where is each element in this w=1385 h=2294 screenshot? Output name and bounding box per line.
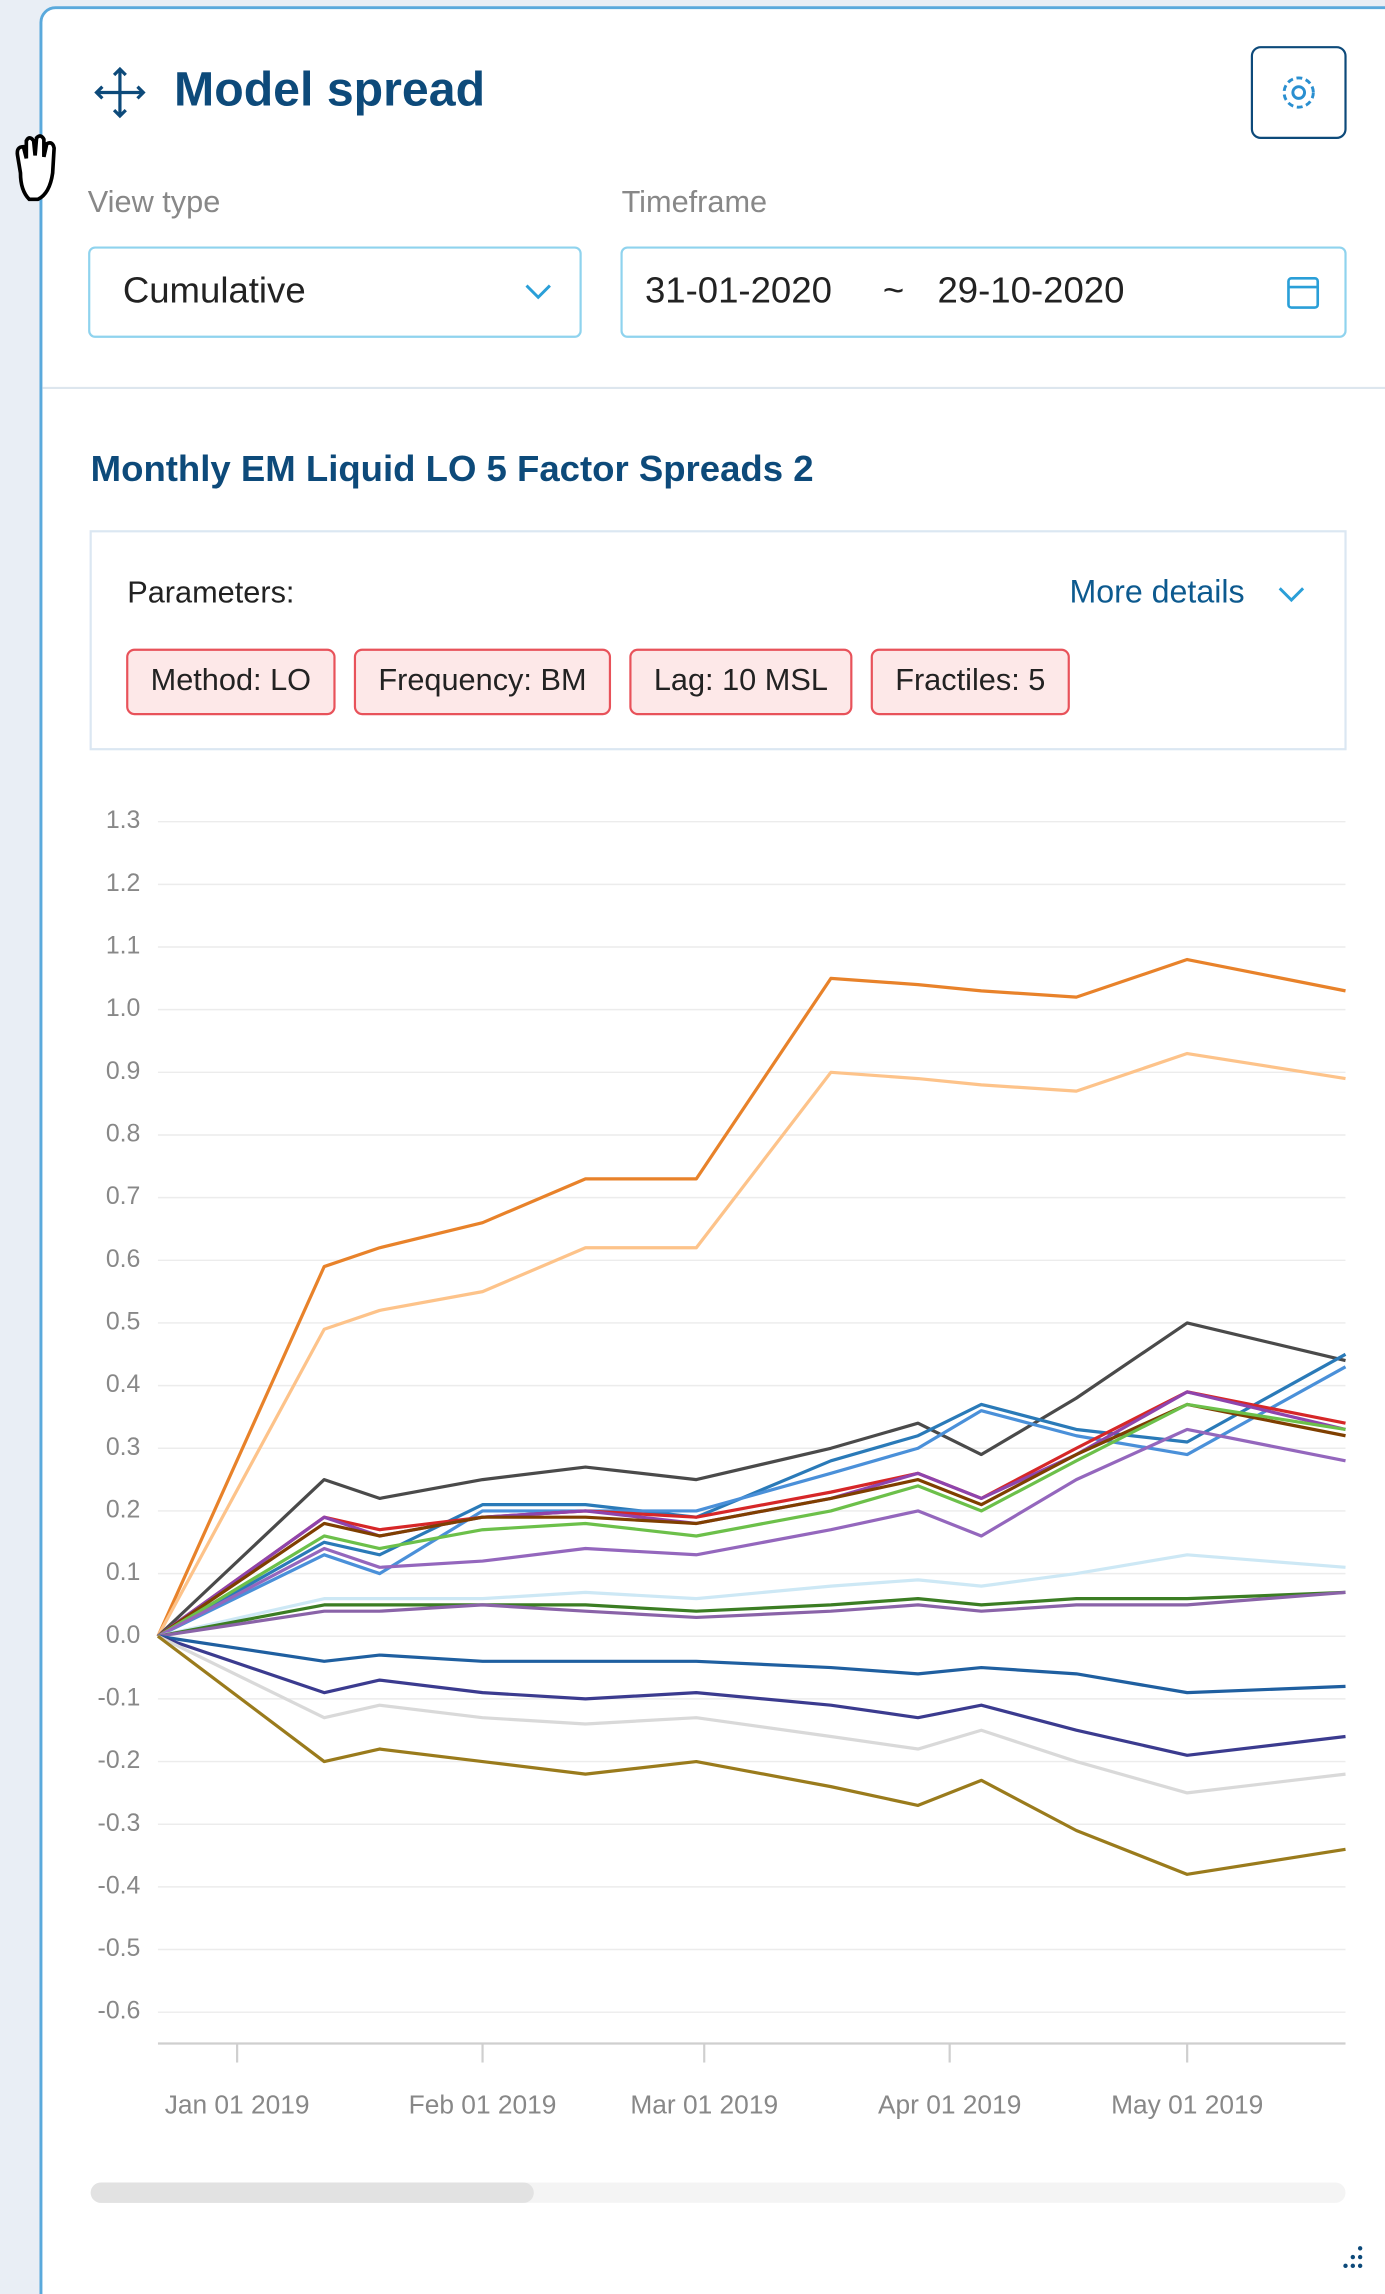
- timeframe-end: 29-10-2020: [937, 270, 1124, 311]
- y-tick-label: -0.2: [98, 1746, 141, 1774]
- timeframe-separator: ~: [883, 270, 904, 311]
- timeframe-label: Timeframe: [622, 184, 768, 219]
- x-tick-label: Jan 01 2019: [165, 2089, 310, 2119]
- series-line: [157, 1634, 1346, 1795]
- x-tick-label: Feb 01 2019: [409, 2089, 557, 2119]
- panel: [39, 6, 1385, 2294]
- series-line: [157, 1553, 1346, 1638]
- series-line: [157, 1352, 1347, 1638]
- series-line: [156, 1634, 1346, 1876]
- series-line: [157, 1634, 1346, 1757]
- view-type-select[interactable]: [88, 246, 582, 338]
- cursor: [15, 134, 56, 202]
- series-line: [157, 1590, 1346, 1638]
- card-title: Monthly EM Liquid LO 5 Factor Spreads 2: [91, 448, 814, 489]
- series-line: [157, 1634, 1346, 1695]
- series-line: [157, 1390, 1346, 1638]
- series-line: [157, 1402, 1346, 1638]
- y-tick-label: 0.8: [106, 1120, 141, 1148]
- y-tick-label: 0.5: [106, 1308, 141, 1336]
- tag-box: [629, 648, 853, 716]
- parameter-tag[interactable]: Method: LO: [126, 648, 336, 716]
- parameter-tag[interactable]: Frequency: BM: [353, 648, 612, 716]
- tag-box: [353, 648, 612, 716]
- tag-text: Fractiles: 5: [895, 662, 1045, 697]
- y-tick-label: -0.5: [98, 1934, 141, 1962]
- y-tick-label: -0.6: [98, 1997, 141, 2025]
- y-tick-label: 0.1: [106, 1558, 141, 1586]
- x-tick-label: May 01 2019: [1111, 2089, 1263, 2119]
- tag-text: Lag: 10 MSL: [654, 662, 828, 697]
- series-line: [157, 1402, 1346, 1638]
- y-tick-label: 0.2: [106, 1495, 141, 1523]
- y-tick-label: -0.3: [98, 1809, 141, 1837]
- x-tick-label: Apr 01 2019: [878, 2089, 1021, 2119]
- y-tick-label: 1.3: [106, 806, 141, 834]
- tag-box: [126, 648, 336, 716]
- y-tick-label: 0.6: [106, 1245, 141, 1273]
- parameter-tag[interactable]: Fractiles: 5: [870, 648, 1070, 716]
- y-tick-label: 0.3: [106, 1433, 141, 1461]
- panel-title: Model spread: [174, 62, 485, 116]
- view-type-value: Cumulative: [123, 270, 306, 311]
- scrollbar-thumb[interactable]: [90, 2182, 534, 2203]
- series-line: [156, 1321, 1346, 1638]
- y-tick-label: 0.4: [106, 1370, 141, 1398]
- tag-text: Method: LO: [151, 662, 311, 697]
- series-line: [156, 1051, 1346, 1638]
- timeframe-picker[interactable]: [620, 246, 1347, 338]
- parameters-box: [89, 530, 1347, 751]
- y-tick-label: -0.4: [98, 1871, 141, 1899]
- series-line: [156, 957, 1346, 1637]
- tag-box: [870, 648, 1070, 716]
- more-details-chevron[interactable]: [1278, 587, 1305, 603]
- view-type-label: View type: [88, 184, 221, 219]
- parameters-label: Parameters:: [127, 574, 294, 609]
- move-handle[interactable]: [94, 66, 146, 119]
- y-tick-label: 0.7: [106, 1182, 141, 1210]
- tag-text: Frequency: BM: [378, 662, 586, 697]
- y-tick-label: 0.9: [106, 1057, 141, 1085]
- y-tick-label: 1.0: [106, 994, 141, 1022]
- y-tick-label: 1.1: [106, 932, 141, 960]
- parameter-tag[interactable]: Lag: 10 MSL: [629, 648, 853, 716]
- resize-grip[interactable]: [1343, 2246, 1363, 2269]
- settings-button[interactable]: [1250, 46, 1347, 139]
- more-details[interactable]: More details: [1069, 574, 1244, 610]
- timeframe-start: 31-01-2020: [645, 270, 832, 311]
- y-tick-label: -0.1: [98, 1683, 141, 1711]
- x-tick-label: Mar 01 2019: [630, 2089, 778, 2119]
- y-tick-label: 1.2: [106, 869, 141, 897]
- y-tick-label: 0.0: [106, 1621, 141, 1649]
- series-line: [157, 1590, 1346, 1638]
- series-line: [157, 1427, 1346, 1638]
